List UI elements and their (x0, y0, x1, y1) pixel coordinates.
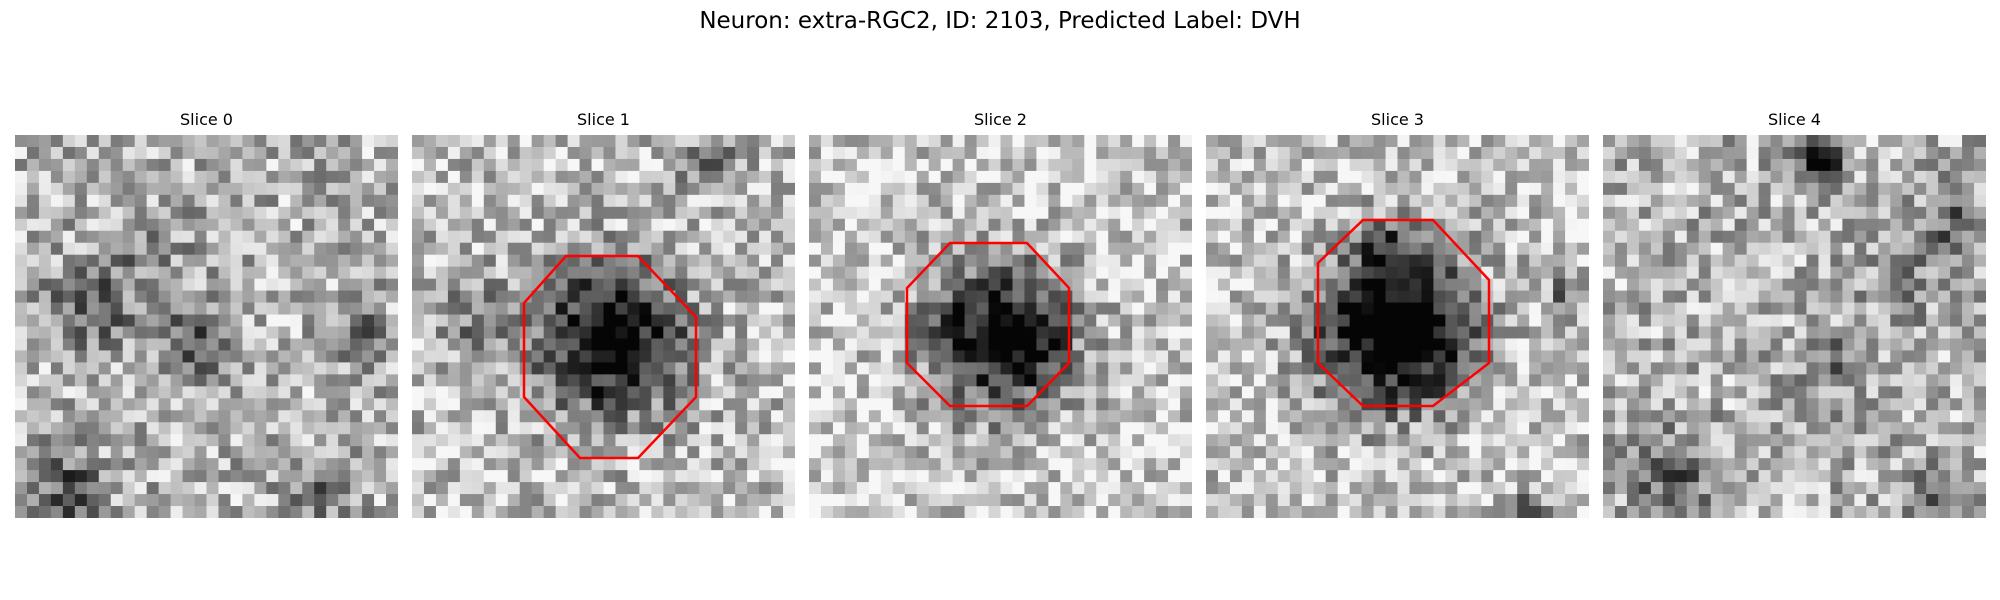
slice-panel-0: Slice 0 (15, 110, 398, 520)
slice-image (809, 135, 1192, 518)
slice-image (15, 135, 398, 518)
roi-outline (522, 254, 698, 460)
slice-title: Slice 1 (577, 110, 630, 129)
slice-title: Slice 4 (1768, 110, 1821, 129)
slice-image (1206, 135, 1589, 518)
slice-panel-2: Slice 2 (809, 110, 1192, 520)
roi-outline (905, 241, 1071, 408)
slice-title: Slice 0 (180, 110, 233, 129)
slice-panel-1: Slice 1 (412, 110, 795, 520)
roi-outline (1316, 218, 1491, 408)
slice-panel-4: Slice 4 (1603, 110, 1986, 520)
slice-panel-3: Slice 3 (1206, 110, 1589, 520)
slice-title: Slice 3 (1371, 110, 1424, 129)
slice-image (412, 135, 795, 518)
slice-image (1603, 135, 1986, 518)
slice-title: Slice 2 (974, 110, 1027, 129)
figure-title: Neuron: extra-RGC2, ID: 2103, Predicted … (699, 8, 1301, 34)
